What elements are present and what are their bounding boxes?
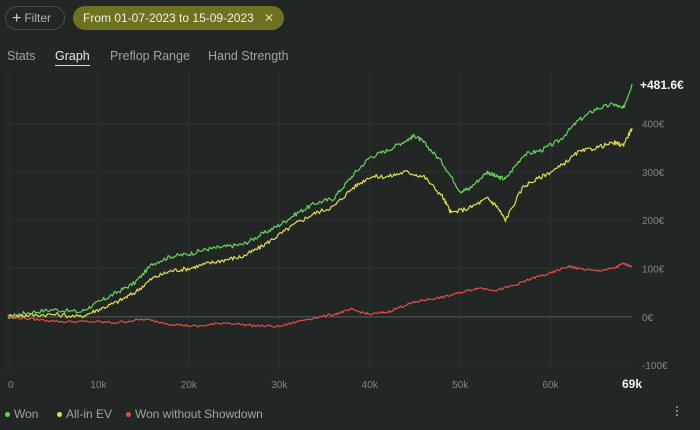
end-value-label: +481.6€ [640,78,684,92]
legend-label: Won [14,407,39,421]
x-tick-label: 0 [8,380,14,391]
x-tick-label: 40k [362,380,379,391]
x-tick-label: 50k [452,380,469,391]
x-tick-label: 69k [622,377,642,391]
x-tick-label: 60k [543,380,560,391]
series-line-won [7,83,633,319]
plus-icon: + [12,10,22,27]
x-tick-label: 10k [90,380,107,391]
series-lines [7,83,633,328]
y-tick-label: 400€ [642,120,665,131]
y-tick-label: 300€ [642,168,665,179]
tab-bar: Stats Graph Preflop Range Hand Strength [0,48,700,68]
filter-label: Filter [24,11,52,25]
close-icon[interactable]: ✕ [263,11,274,25]
filter-button[interactable]: + Filter [5,6,65,30]
legend-dot-icon [5,412,10,417]
axis-ticks: 400€ 300€ 200€ 100€ 0€ -100€ 0 10k 20k 30k 40k 50k 6… [8,120,668,392]
date-range-label: From 01-07-2023 to 15-09-2023 [83,11,254,25]
legend-item-won-without-showdown[interactable]: Won without Showdown [126,406,263,422]
more-vertical-icon[interactable] [672,404,682,422]
y-tick-label: 0€ [642,313,654,324]
y-tick-label: 200€ [642,216,665,227]
x-tick-label: 30k [271,380,288,391]
tab-graph[interactable]: Graph [55,49,90,66]
legend-label: All-in EV [66,407,113,421]
legend-dot-icon [57,412,62,417]
legend-label: Won without Showdown [135,407,263,421]
series-line-won-without-showdown [7,262,633,328]
grid [7,72,632,370]
tab-preflop-range[interactable]: Preflop Range [110,49,190,63]
toolbar: + Filter From 01-07-2023 to 15-09-2023 ✕ [0,0,700,40]
results-graph[interactable]: 400€ 300€ 200€ 100€ 0€ -100€ 0 10k 20k 30k 40k 50k 6… [0,70,700,400]
tab-stats[interactable]: Stats [7,49,36,63]
legend-item-all-in-ev[interactable]: All-in EV [57,406,112,422]
x-tick-label: 20k [181,380,198,391]
y-tick-label: 100€ [642,265,665,276]
date-range-chip[interactable]: From 01-07-2023 to 15-09-2023 ✕ [73,6,284,30]
y-tick-label: -100€ [642,361,668,372]
series-line-all-in-ev [7,128,633,319]
legend-dot-icon [126,412,131,417]
legend-item-won[interactable]: Won [5,406,38,422]
tab-hand-strength[interactable]: Hand Strength [208,49,289,63]
